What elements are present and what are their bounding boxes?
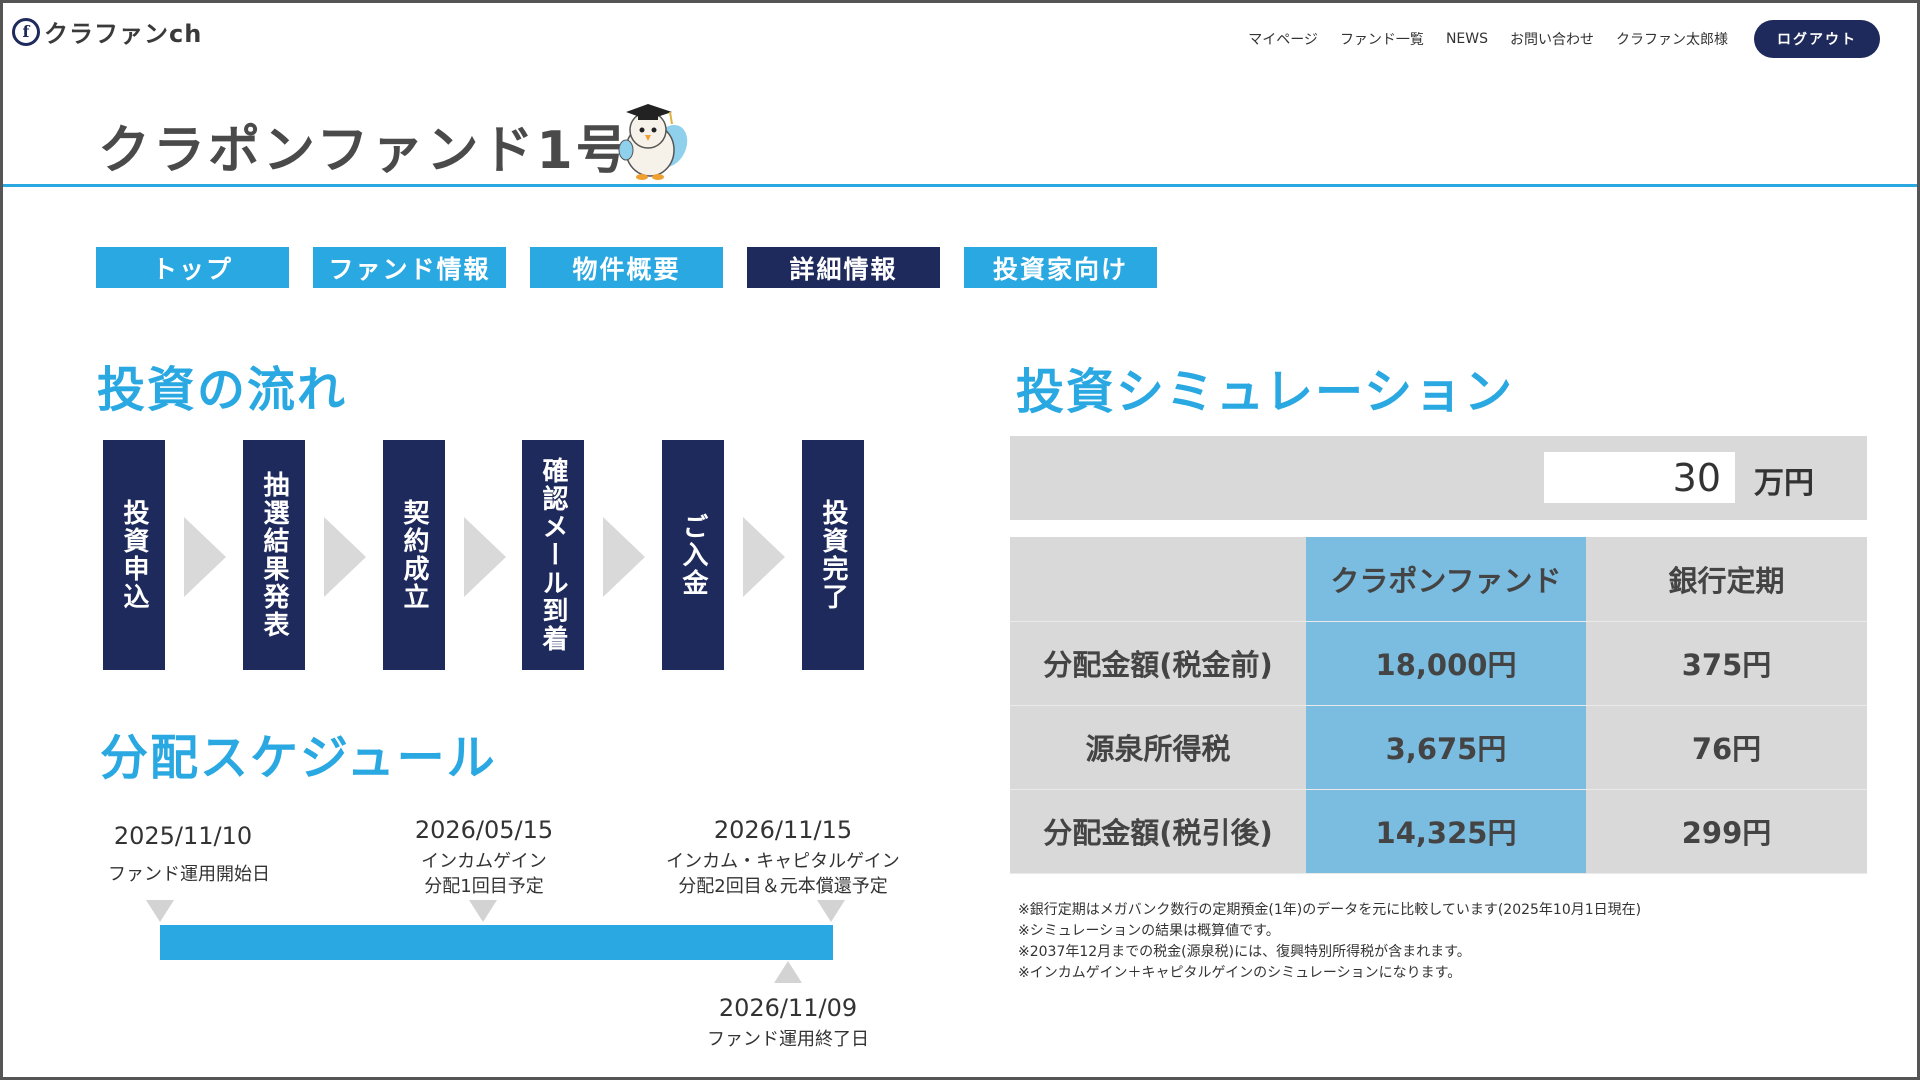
schedule-label: インカムゲイン 分配1回目予定 — [421, 851, 547, 897]
note-line: ※銀行定期はメガバンク数行の定期預金(1年)のデータを元に比較しています(202… — [1018, 902, 1642, 918]
flow-step: 確認メール到着 — [522, 440, 584, 670]
flow-step-label: ご入金 — [678, 513, 708, 597]
schedule-label: インカム・キャピタルゲイン 分配2回目＆元本償還予定 — [666, 851, 900, 897]
tab-for-investors[interactable]: 投資家向け — [964, 247, 1157, 288]
row-label: 分配金額(税引後) — [1010, 789, 1306, 874]
fund-tabs: トップ ファンド情報 物件概要 詳細情報 投資家向け — [96, 247, 1157, 288]
schedule-heading: 分配スケジュール — [100, 730, 497, 786]
tab-property-overview[interactable]: 物件概要 — [530, 247, 723, 288]
table-header-empty — [1010, 537, 1306, 622]
schedule-marker-icon — [817, 900, 845, 922]
site-logo[interactable]: f クラファンch — [12, 14, 202, 49]
note-line: ※シミュレーションの結果は概算値です。 — [1018, 923, 1280, 939]
table-header-bank: 銀行定期 — [1586, 537, 1867, 622]
schedule-timeline-bar — [160, 925, 833, 960]
table-header-fund: クラポンファンド — [1306, 537, 1586, 622]
flow-step-label: 投資申込 — [119, 499, 149, 611]
schedule-label: ファンド運用終了日 — [707, 1029, 869, 1050]
schedule-marker-icon — [469, 900, 497, 922]
flow-heading: 投資の流れ — [97, 362, 348, 418]
fund-value: 14,325円 — [1306, 789, 1586, 874]
tab-top[interactable]: トップ — [96, 247, 289, 288]
flow-step-label: 契約成立 — [399, 499, 429, 611]
schedule-date: 2025/11/10 — [113, 822, 253, 850]
title-divider — [0, 184, 1920, 187]
flow-step: 抽選結果発表 — [243, 440, 305, 670]
row-label: 源泉所得税 — [1010, 705, 1306, 790]
bank-value: 299円 — [1586, 789, 1867, 874]
page-title: クラポンファンド1号 — [98, 121, 631, 181]
logo-mark-icon: f — [12, 17, 40, 46]
nav-mypage[interactable]: マイページ — [1248, 32, 1318, 48]
flow-step: ご入金 — [662, 440, 724, 670]
schedule-label: ファンド運用開始日 — [108, 864, 270, 885]
nav-contact[interactable]: お問い合わせ — [1510, 32, 1594, 48]
mascot-bird-icon — [618, 104, 688, 180]
nav-fund-list[interactable]: ファンド一覧 — [1339, 32, 1424, 48]
fund-value: 3,675円 — [1306, 705, 1586, 790]
flow-step: 投資完了 — [802, 440, 864, 670]
simulation-input-row: 万円 — [1010, 436, 1867, 520]
schedule-marker-icon — [146, 900, 174, 922]
schedule-date: 2026/11/15 — [713, 816, 853, 844]
flow-step-label: 確認メール到着 — [538, 457, 568, 653]
flow-arrow-icon — [464, 517, 506, 597]
note-line: ※インカムゲイン＋キャピタルゲインのシミュレーションになります。 — [1018, 965, 1462, 981]
nav-user-name[interactable]: クラファン太郎様 — [1616, 32, 1728, 48]
row-label: 分配金額(税金前) — [1010, 621, 1306, 706]
table-row: 分配金額(税金前) 18,000円 375円 — [1010, 621, 1867, 706]
investment-amount-input[interactable] — [1544, 452, 1735, 503]
schedule-end-marker-icon — [774, 961, 802, 983]
main-nav: マイページ ファンド一覧 NEWS お問い合わせ クラファン太郎様 ログアウト — [1248, 20, 1880, 58]
table-header-row: クラポンファンド 銀行定期 — [1010, 537, 1867, 622]
table-row: 源泉所得税 3,675円 76円 — [1010, 705, 1867, 790]
flow-arrow-icon — [743, 517, 785, 597]
flow-arrow-icon — [603, 517, 645, 597]
schedule-date: 2026/11/09 — [718, 994, 858, 1022]
table-row: 分配金額(税引後) 14,325円 299円 — [1010, 789, 1867, 874]
bank-value: 76円 — [1586, 705, 1867, 790]
tab-details[interactable]: 詳細情報 — [747, 247, 940, 288]
flow-step-label: 抽選結果発表 — [259, 471, 289, 639]
note-line: ※2037年12月までの税金(源泉税)には、復興特別所得税が含まれます。 — [1018, 944, 1471, 960]
fund-value: 18,000円 — [1306, 621, 1586, 706]
nav-news[interactable]: NEWS — [1445, 31, 1488, 47]
simulation-notes: ※銀行定期はメガバンク数行の定期預金(1年)のデータを元に比較しています(202… — [1018, 900, 1641, 984]
logout-button[interactable]: ログアウト — [1754, 20, 1880, 58]
bank-value: 375円 — [1586, 621, 1867, 706]
flow-arrow-icon — [324, 517, 366, 597]
flow-step: 投資申込 — [103, 440, 165, 670]
logo-text: クラファンch — [44, 20, 203, 48]
schedule-date: 2026/05/15 — [414, 816, 554, 844]
amount-unit: 万円 — [1754, 466, 1814, 501]
simulation-table: クラポンファンド 銀行定期 分配金額(税金前) 18,000円 375円 源泉所… — [1010, 537, 1867, 874]
flow-step: 契約成立 — [383, 440, 445, 670]
simulation-heading: 投資シミュレーション — [1016, 364, 1515, 420]
flow-step-label: 投資完了 — [818, 499, 848, 611]
flow-arrow-icon — [184, 517, 226, 597]
tab-fund-info[interactable]: ファンド情報 — [313, 247, 506, 288]
